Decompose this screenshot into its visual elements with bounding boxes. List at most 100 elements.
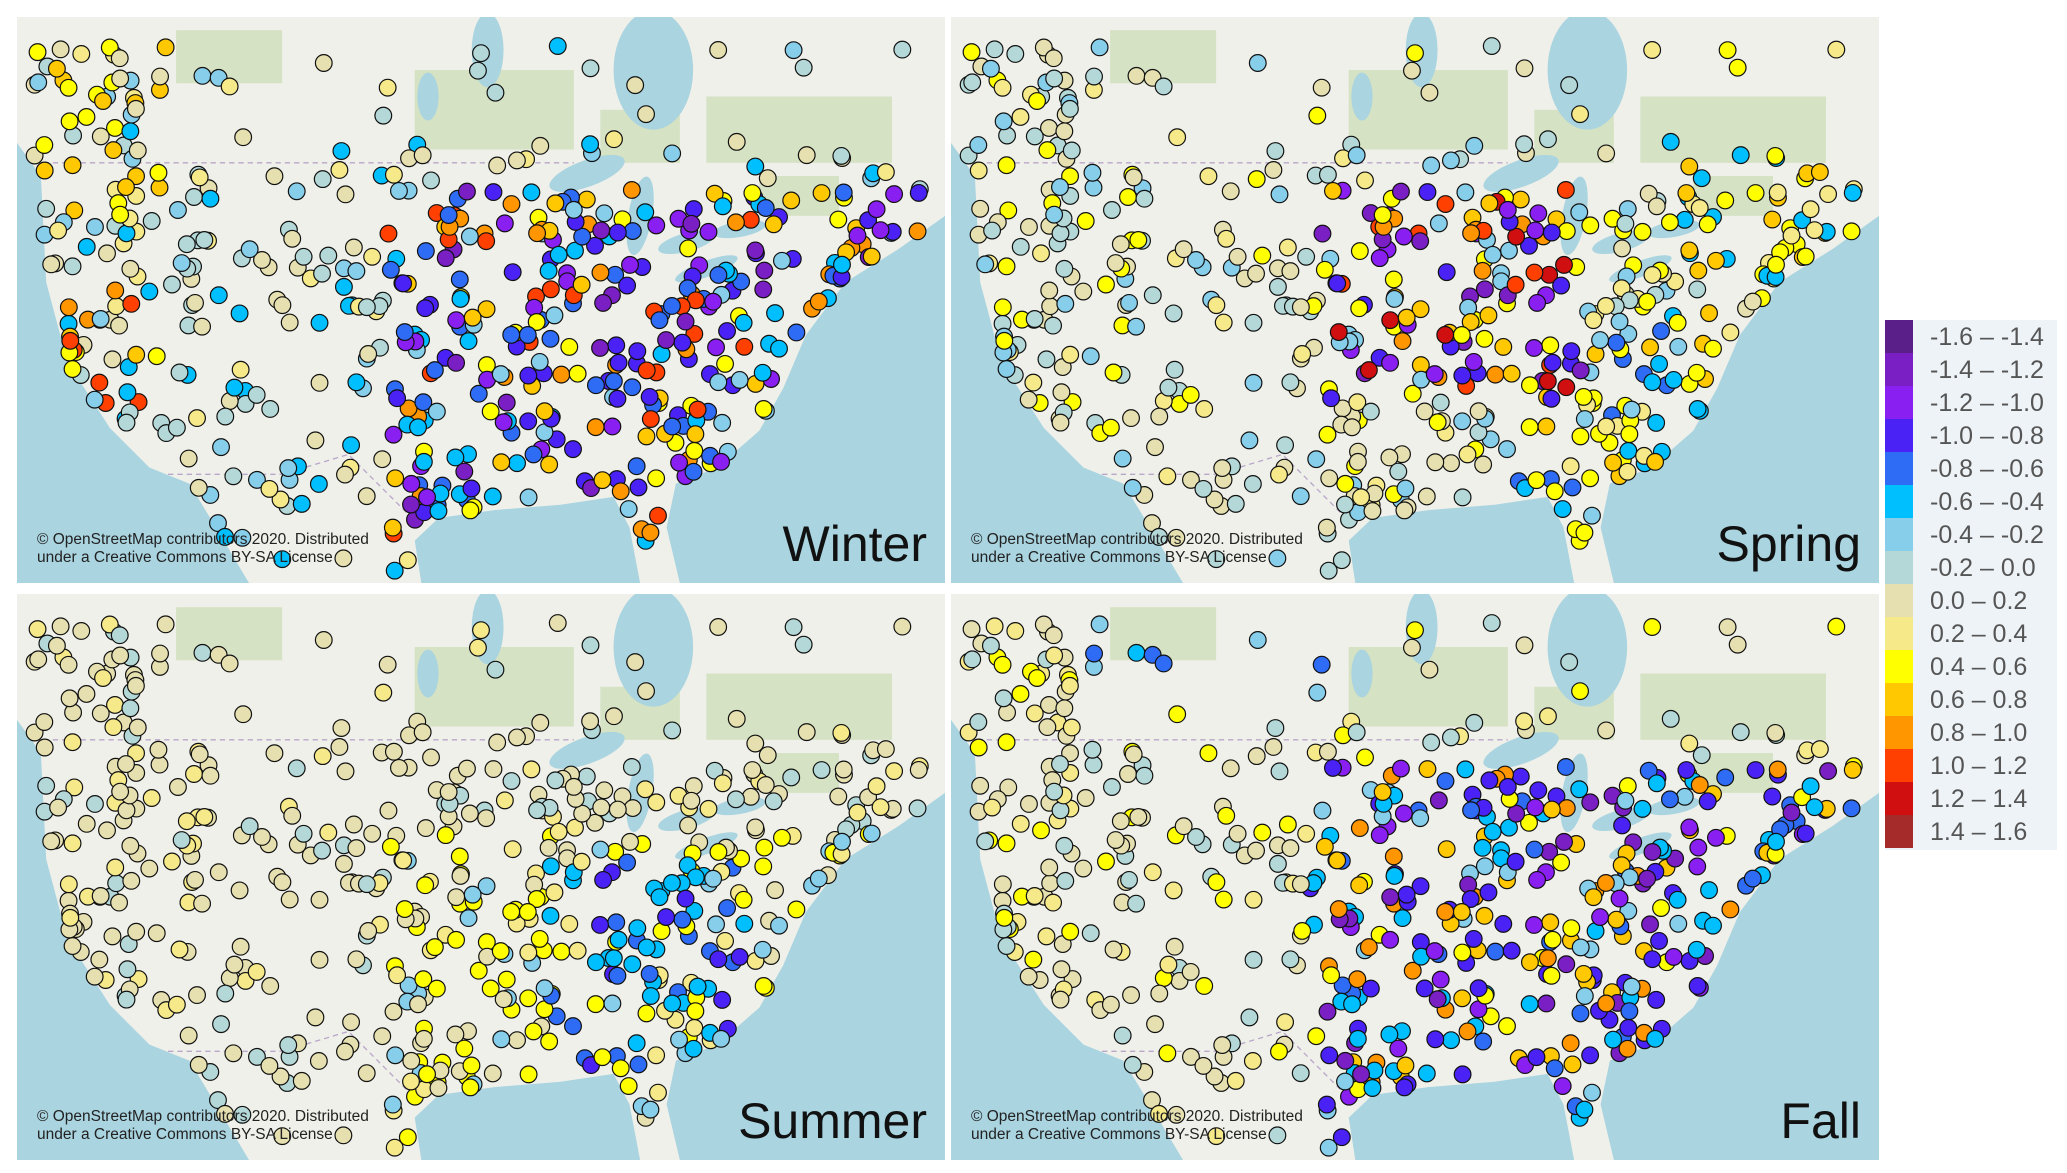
station-marker	[1278, 238, 1297, 257]
station-marker	[193, 643, 212, 662]
station-marker	[1051, 178, 1069, 197]
station-marker	[1746, 761, 1765, 779]
station-marker	[976, 255, 995, 274]
station-marker	[1124, 745, 1143, 764]
station-marker	[1507, 804, 1526, 823]
map-panel-spring[interactable]: © OpenStreetMap contributors 2020. Distr…	[951, 17, 1879, 583]
station-marker	[1473, 838, 1492, 857]
legend-label: -1.2 – -1.0	[1930, 389, 2044, 417]
station-marker	[126, 676, 145, 695]
station-marker	[494, 990, 513, 1009]
station-marker	[871, 798, 890, 817]
station-marker	[1051, 755, 1069, 774]
station-marker	[684, 1039, 703, 1058]
station-marker	[127, 922, 146, 941]
station-marker	[1320, 469, 1339, 488]
station-marker	[51, 40, 70, 59]
map-panel-winter[interactable]: © OpenStreetMap contributors 2020. Distr…	[17, 17, 945, 583]
station-marker	[1348, 1029, 1367, 1048]
station-marker	[663, 144, 682, 163]
station-marker	[469, 638, 487, 657]
station-marker	[451, 866, 470, 885]
station-marker	[1528, 293, 1547, 312]
station-marker	[1539, 130, 1557, 149]
station-marker	[560, 337, 579, 356]
station-marker	[425, 938, 444, 957]
station-marker	[1541, 336, 1560, 355]
station-marker	[1291, 875, 1310, 894]
station-marker	[545, 306, 564, 325]
station-marker	[1101, 995, 1120, 1014]
station-marker	[427, 402, 446, 421]
station-marker	[65, 778, 84, 797]
station-marker	[766, 304, 784, 323]
station-marker	[1350, 242, 1369, 261]
station-marker	[1541, 913, 1560, 932]
station-marker	[1842, 799, 1861, 818]
map-canvas[interactable]	[17, 594, 945, 1160]
station-marker	[472, 44, 490, 63]
station-marker	[110, 626, 129, 645]
station-marker	[1318, 1002, 1337, 1021]
station-marker	[650, 311, 669, 330]
station-marker	[446, 448, 465, 467]
station-marker	[1461, 313, 1480, 331]
station-marker	[794, 58, 813, 77]
station-marker	[1575, 987, 1594, 1005]
station-marker	[1661, 709, 1680, 728]
station-marker	[647, 469, 666, 488]
legend-label: -0.2 – 0.0	[1930, 554, 2036, 582]
forest-area	[176, 607, 283, 661]
station-marker	[1194, 1056, 1213, 1075]
station-marker	[1428, 990, 1447, 1009]
map-panel-fall[interactable]: © OpenStreetMap contributors 2020. Distr…	[951, 594, 1879, 1160]
attribution-line-2: under a Creative Commons BY-SA License	[37, 1126, 333, 1143]
station-marker	[1687, 363, 1706, 382]
station-marker	[727, 709, 746, 728]
station-marker	[1363, 1079, 1382, 1097]
station-marker	[1347, 723, 1366, 742]
station-marker	[35, 713, 54, 731]
station-marker	[637, 361, 656, 380]
station-marker	[140, 859, 159, 878]
station-marker	[49, 798, 68, 817]
station-marker	[1660, 790, 1679, 809]
station-marker	[1643, 373, 1662, 392]
station-marker	[716, 931, 735, 950]
station-marker	[1380, 1025, 1399, 1044]
station-marker	[1127, 894, 1146, 913]
legend-swatch	[1885, 386, 1913, 419]
station-marker	[1482, 37, 1501, 55]
pacific-ocean	[951, 142, 1183, 583]
station-marker	[117, 178, 135, 197]
station-marker	[686, 1002, 705, 1021]
station-marker	[28, 43, 47, 62]
station-marker	[357, 298, 376, 317]
map-canvas[interactable]	[17, 17, 945, 583]
station-marker	[1716, 191, 1735, 210]
station-marker	[1652, 322, 1671, 340]
station-marker	[193, 66, 212, 85]
station-marker	[605, 707, 623, 726]
station-marker	[1207, 873, 1226, 892]
station-marker	[309, 475, 328, 493]
station-marker	[713, 990, 732, 1009]
station-marker	[1458, 445, 1477, 464]
map-canvas[interactable]	[951, 594, 1879, 1160]
legend-swatch	[1885, 584, 1913, 617]
map-panel-summer[interactable]: © OpenStreetMap contributors 2020. Distr…	[17, 594, 945, 1160]
station-marker	[193, 317, 212, 336]
station-marker	[1037, 927, 1056, 946]
station-marker	[1542, 223, 1561, 242]
station-marker	[402, 474, 421, 493]
station-marker	[502, 772, 521, 790]
map-canvas[interactable]	[951, 17, 1879, 583]
station-marker	[98, 244, 116, 263]
station-marker	[909, 183, 928, 202]
station-marker	[1226, 494, 1245, 513]
station-marker	[447, 353, 466, 372]
station-marker	[1120, 870, 1138, 889]
station-marker	[1328, 851, 1347, 870]
station-marker	[1475, 906, 1494, 925]
station-marker	[35, 136, 54, 154]
